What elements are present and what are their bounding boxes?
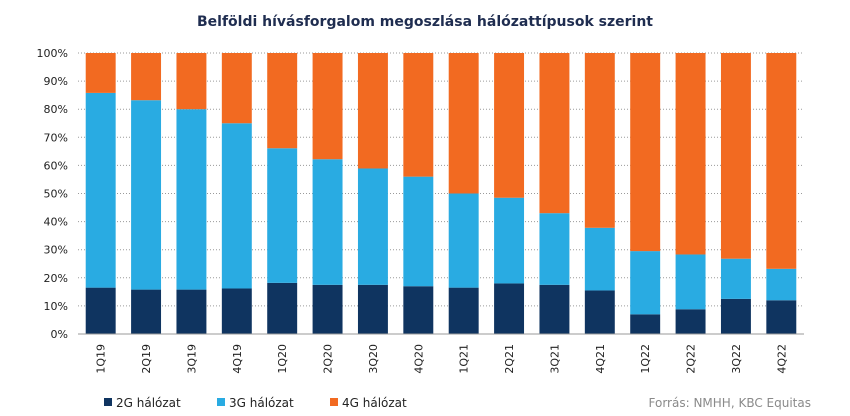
bar-3g-1q19	[85, 92, 116, 288]
bar-4g-4q22	[766, 53, 797, 269]
y-tick-label: 70%	[44, 131, 68, 144]
x-tick-label: 1Q21	[458, 344, 471, 374]
bar-3g-2q20	[312, 159, 343, 285]
x-tick-label: 4Q19	[231, 344, 244, 374]
x-tick-label: 3Q21	[548, 344, 561, 374]
x-tick-label: 4Q20	[412, 344, 425, 374]
bar-3g-1q21	[448, 193, 479, 288]
bar-4g-4q20	[403, 53, 434, 177]
x-tick-label: 2Q19	[140, 344, 153, 374]
y-tick-label: 0%	[51, 328, 68, 341]
bar-2g-3q19	[176, 289, 207, 334]
bar-4g-3q22	[720, 53, 751, 259]
bar-3g-3q20	[357, 168, 388, 285]
x-axis-ticks: 1Q19 2Q19 3Q19 4Q19 1Q20 2Q20 3Q20 4Q20 1Q21 2Q21…	[95, 344, 789, 374]
bar-4g-3q20	[357, 53, 388, 169]
y-tick-label: 10%	[44, 300, 68, 313]
x-tick-label: 3Q19	[185, 344, 198, 374]
chart-title: Belföldi hívásforgalom megoszlása hálóza…	[197, 14, 653, 30]
bar-2g-4q21	[584, 290, 615, 334]
bar-2g-2q22	[675, 309, 706, 334]
legend-swatch	[330, 398, 338, 406]
y-tick-label: 60%	[44, 159, 68, 172]
bar-4g-1q22	[630, 53, 661, 252]
bar-4g-1q20	[267, 53, 298, 149]
legend-swatch	[217, 398, 225, 406]
bar-2g-1q20	[267, 282, 298, 334]
bar-4g-3q19	[176, 53, 207, 110]
bar-2g-2q21	[494, 283, 525, 334]
x-tick-label: 1Q20	[276, 344, 289, 374]
bar-2g-4q20	[403, 286, 434, 334]
bar-2g-1q21	[448, 287, 479, 334]
y-tick-label: 20%	[44, 272, 68, 285]
bar-4g-1q19	[85, 53, 116, 93]
bar-3g-1q22	[630, 251, 661, 315]
x-tick-label: 2Q22	[685, 344, 698, 374]
x-tick-label: 3Q22	[730, 344, 743, 374]
bar-2g-3q21	[539, 284, 570, 334]
x-tick-label: 2Q20	[322, 344, 335, 374]
bar-3g-1q20	[267, 148, 298, 283]
bar-2g-4q22	[766, 300, 797, 334]
bar-3g-4q20	[403, 176, 434, 287]
y-tick-label: 90%	[44, 75, 68, 88]
x-tick-label: 4Q22	[775, 344, 788, 374]
bar-2g-2q20	[312, 284, 343, 334]
bar-3g-4q22	[766, 268, 797, 301]
x-tick-label: 3Q20	[367, 344, 380, 374]
bar-4g-4q19	[221, 53, 252, 124]
bar-4g-2q22	[675, 53, 706, 255]
y-tick-label: 50%	[44, 188, 68, 201]
bar-3g-4q19	[221, 123, 252, 289]
bar-4g-2q21	[494, 53, 525, 198]
bar-3g-2q22	[675, 254, 706, 310]
bar-2g-2q19	[131, 289, 162, 334]
legend-swatch	[104, 398, 112, 406]
bar-2g-4q19	[221, 288, 252, 334]
bar-3g-3q22	[720, 258, 751, 299]
y-tick-label: 40%	[44, 216, 68, 229]
bar-2g-1q22	[630, 314, 661, 334]
x-tick-label: 1Q19	[95, 344, 108, 374]
source-note: Forrás: NMHH, KBC Equitas	[649, 396, 811, 410]
y-tick-label: 100%	[37, 47, 68, 60]
bar-4g-3q21	[539, 53, 570, 214]
bar-3g-2q19	[131, 100, 162, 290]
legend-label: 2G hálózat	[116, 396, 181, 410]
bar-3g-2q21	[494, 197, 525, 284]
bar-2g-3q20	[357, 284, 388, 334]
bar-3g-3q21	[539, 213, 570, 285]
y-tick-label: 80%	[44, 103, 68, 116]
x-tick-label: 4Q21	[594, 344, 607, 374]
bar-3g-3q19	[176, 109, 207, 290]
bar-2g-3q22	[720, 298, 751, 334]
x-tick-label: 2Q21	[503, 344, 516, 374]
bar-4g-2q20	[312, 53, 343, 160]
y-tick-label: 30%	[44, 244, 68, 257]
bar-4g-1q21	[448, 53, 479, 194]
x-tick-label: 1Q22	[639, 344, 652, 374]
bar-4g-4q21	[584, 53, 615, 228]
y-axis-ticks: 0% 10% 20% 30% 40% 50% 60% 70% 80% 90% 100%	[37, 47, 68, 341]
legend-label: 3G hálózat	[229, 396, 294, 410]
bar-4g-2q19	[131, 53, 162, 101]
legend: 2G hálózat 3G hálózat 4G hálózat	[104, 396, 407, 410]
legend-label: 4G hálózat	[342, 396, 407, 410]
bar-2g-1q19	[85, 287, 116, 334]
bars	[85, 53, 797, 334]
bar-3g-4q21	[584, 227, 615, 291]
